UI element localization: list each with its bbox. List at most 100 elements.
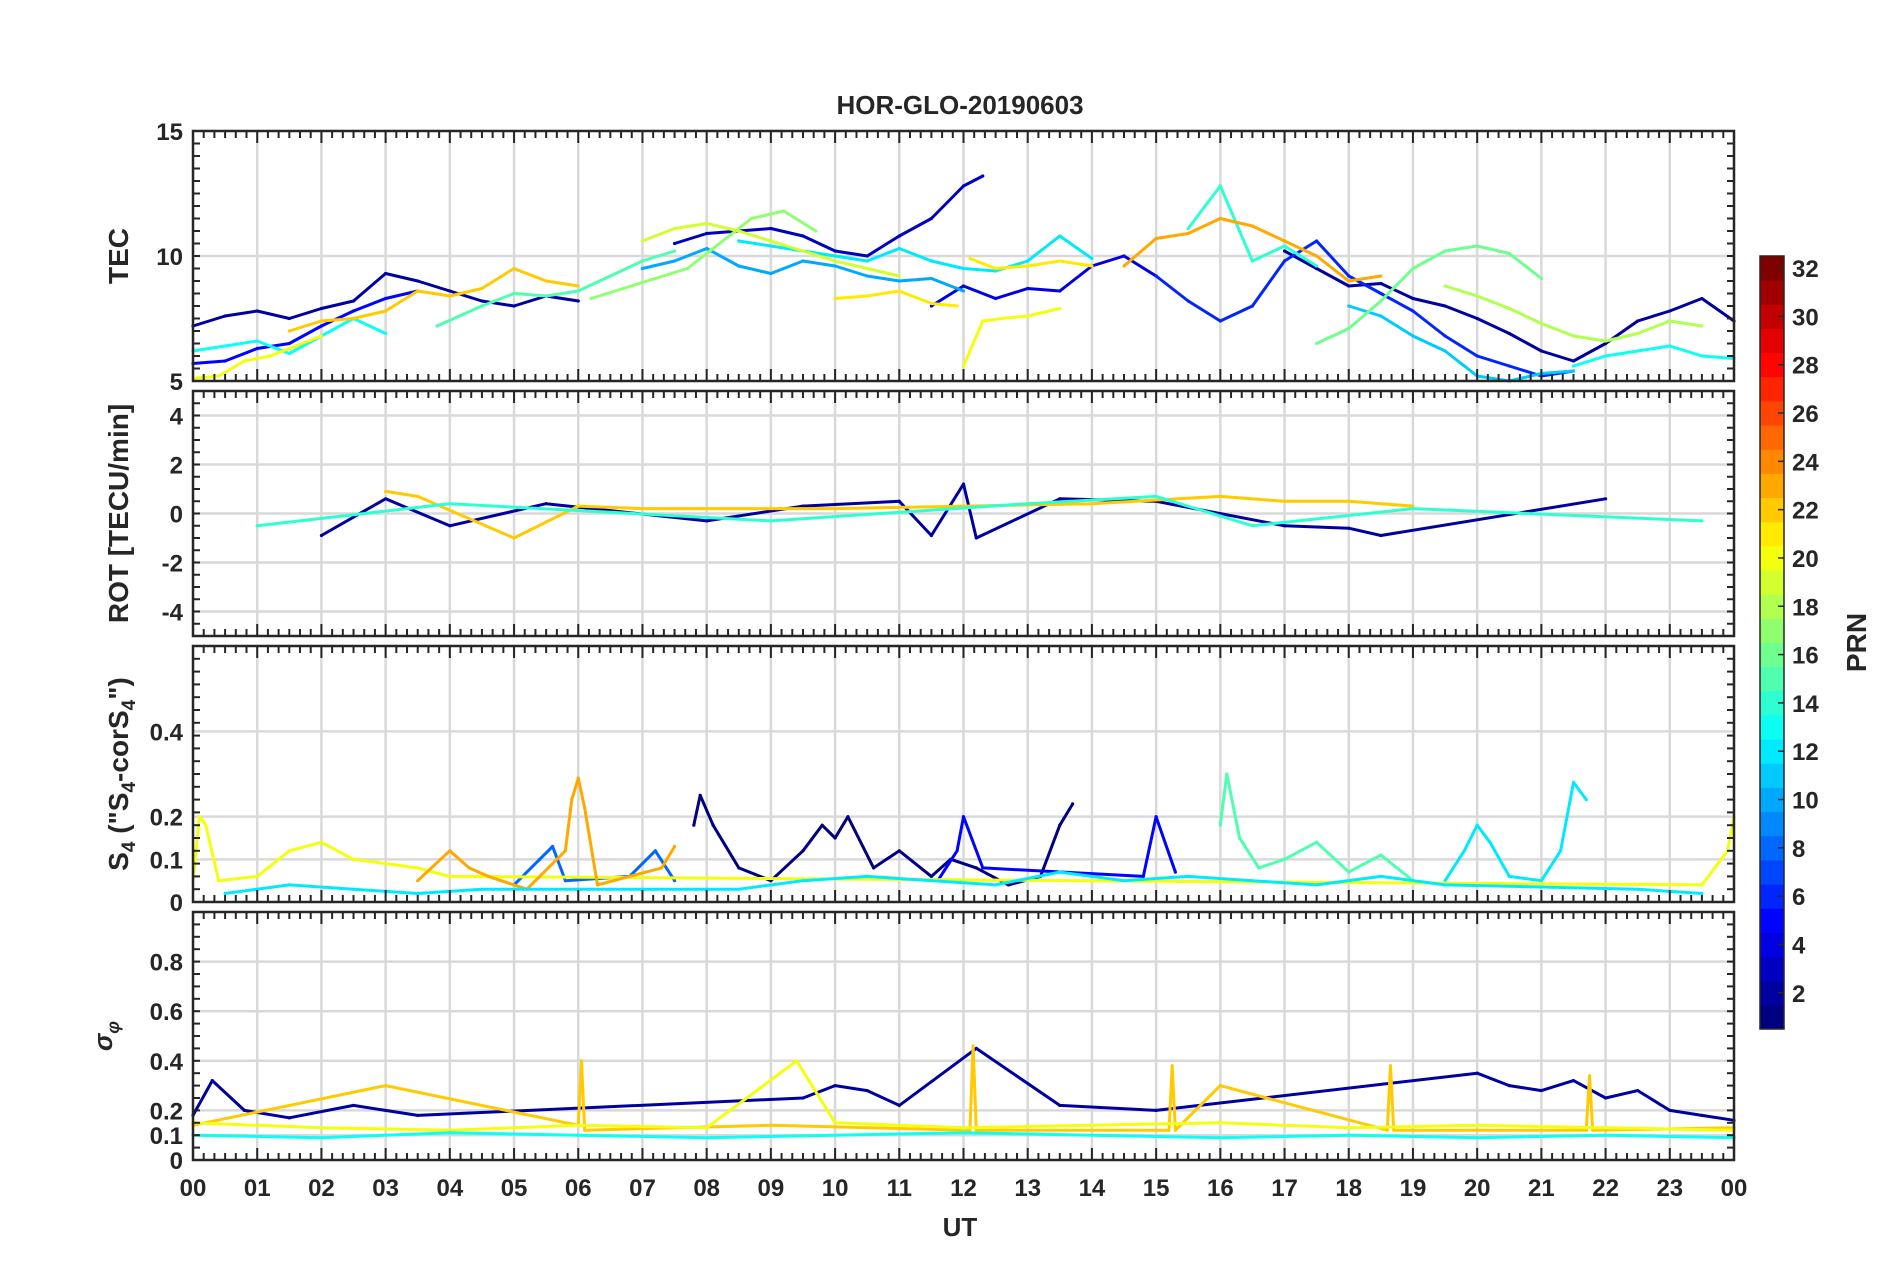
- data-point: [1186, 231, 1190, 236]
- data-point: [1315, 840, 1319, 844]
- data-point: [968, 1128, 972, 1132]
- sigma-label-main: σ: [88, 1032, 118, 1051]
- colorbar-tick-label: 2: [1792, 981, 1805, 1008]
- data-point: [576, 1123, 580, 1127]
- colorbar-band: [1760, 956, 1784, 982]
- data-point: [1315, 254, 1319, 258]
- data-point: [1411, 296, 1415, 301]
- colorbar-tick-label: 26: [1792, 401, 1819, 428]
- data-point: [1218, 216, 1222, 221]
- data-point: [210, 1079, 214, 1083]
- data-point: [1443, 883, 1447, 887]
- x-tick-label: 07: [629, 1175, 656, 1202]
- data-point: [1392, 1128, 1396, 1132]
- data-point: [1186, 874, 1190, 879]
- data-point: [1250, 524, 1255, 528]
- colorbar-band: [1760, 473, 1784, 499]
- colorbar-tick-label: 6: [1792, 884, 1805, 911]
- data-point: [351, 1103, 356, 1108]
- data-point: [1173, 870, 1177, 874]
- data-point: [801, 504, 805, 508]
- data-point: [255, 524, 259, 528]
- data-point: [416, 866, 420, 870]
- data-point: [576, 1133, 580, 1137]
- series-line-prn-6: [1155, 239, 1574, 378]
- data-point: [351, 316, 356, 321]
- s4-label-tail-b: -corS: [103, 710, 134, 782]
- x-tick-label: 11: [887, 1175, 912, 1202]
- data-point: [717, 241, 722, 246]
- data-point: [994, 269, 998, 273]
- tec-panel: 5 10 15 TEC: [103, 119, 1736, 396]
- data-point: [1411, 266, 1415, 271]
- data-point: [255, 309, 259, 313]
- data-point: [1443, 334, 1447, 338]
- data-point: [801, 879, 805, 883]
- data-point: [833, 296, 837, 301]
- data-point: [1559, 849, 1563, 853]
- tec-y-tick-labels: 5 10 15: [156, 119, 183, 396]
- data-point: [589, 296, 593, 301]
- data-point: [1388, 1064, 1393, 1068]
- x-tick-label: 03: [372, 1175, 399, 1202]
- data-point: [833, 1084, 837, 1088]
- colorbar-tick-label: 16: [1792, 643, 1819, 670]
- data-point: [1587, 1074, 1592, 1078]
- data-point: [319, 306, 324, 311]
- data-point: [287, 883, 291, 887]
- data-point: [1539, 349, 1543, 353]
- data-point: [1700, 324, 1704, 328]
- y-tick-label: 0.1: [150, 847, 183, 874]
- data-point: [1475, 316, 1479, 321]
- data-point: [897, 274, 901, 278]
- data-point: [576, 289, 580, 293]
- y-tick-label: -2: [162, 551, 183, 578]
- x-axis-label: UT: [943, 1212, 978, 1242]
- data-point: [1315, 266, 1319, 271]
- data-point: [1443, 284, 1447, 288]
- colorbar-band: [1760, 521, 1784, 547]
- series-line-prn-16: [1315, 244, 1543, 345]
- sigma-label-sub: φ: [103, 1021, 123, 1034]
- data-point: [384, 489, 388, 494]
- data-point: [435, 324, 439, 328]
- data-point: [1315, 341, 1319, 346]
- data-point: [384, 309, 388, 313]
- data-point: [319, 533, 324, 538]
- tec-series: [191, 174, 1736, 383]
- data-point: [287, 849, 291, 853]
- data-point: [583, 1128, 587, 1132]
- data-point: [1411, 309, 1415, 313]
- series-line-prn-20: [962, 307, 1061, 367]
- data-point: [255, 346, 259, 351]
- data-point: [737, 264, 741, 268]
- data-point: [1571, 364, 1576, 368]
- data-point: [1237, 836, 1242, 840]
- x-tick-label: 21: [1528, 1175, 1555, 1202]
- data-point: [1443, 879, 1447, 883]
- data-point: [223, 344, 227, 348]
- data-point: [1603, 1096, 1608, 1100]
- data-point: [1347, 1126, 1351, 1130]
- data-point: [579, 1059, 584, 1063]
- data-point: [544, 294, 548, 298]
- data-point: [994, 883, 998, 887]
- data-point: [1443, 249, 1447, 253]
- data-point: [448, 289, 452, 293]
- data-point: [1186, 226, 1190, 231]
- data-point: [1058, 823, 1062, 827]
- data-point: [1026, 286, 1030, 291]
- data-point: [769, 1123, 773, 1127]
- data-point: [737, 866, 741, 870]
- data-point: [1315, 883, 1319, 887]
- series-line-prn-12: [1443, 781, 1588, 883]
- data-point: [223, 314, 227, 318]
- data-point: [1154, 274, 1158, 278]
- data-point: [897, 279, 901, 283]
- data-point: [1443, 304, 1447, 308]
- data-point: [737, 239, 741, 243]
- data-point: [846, 815, 850, 819]
- data-point: [897, 289, 901, 293]
- data-point: [981, 174, 985, 178]
